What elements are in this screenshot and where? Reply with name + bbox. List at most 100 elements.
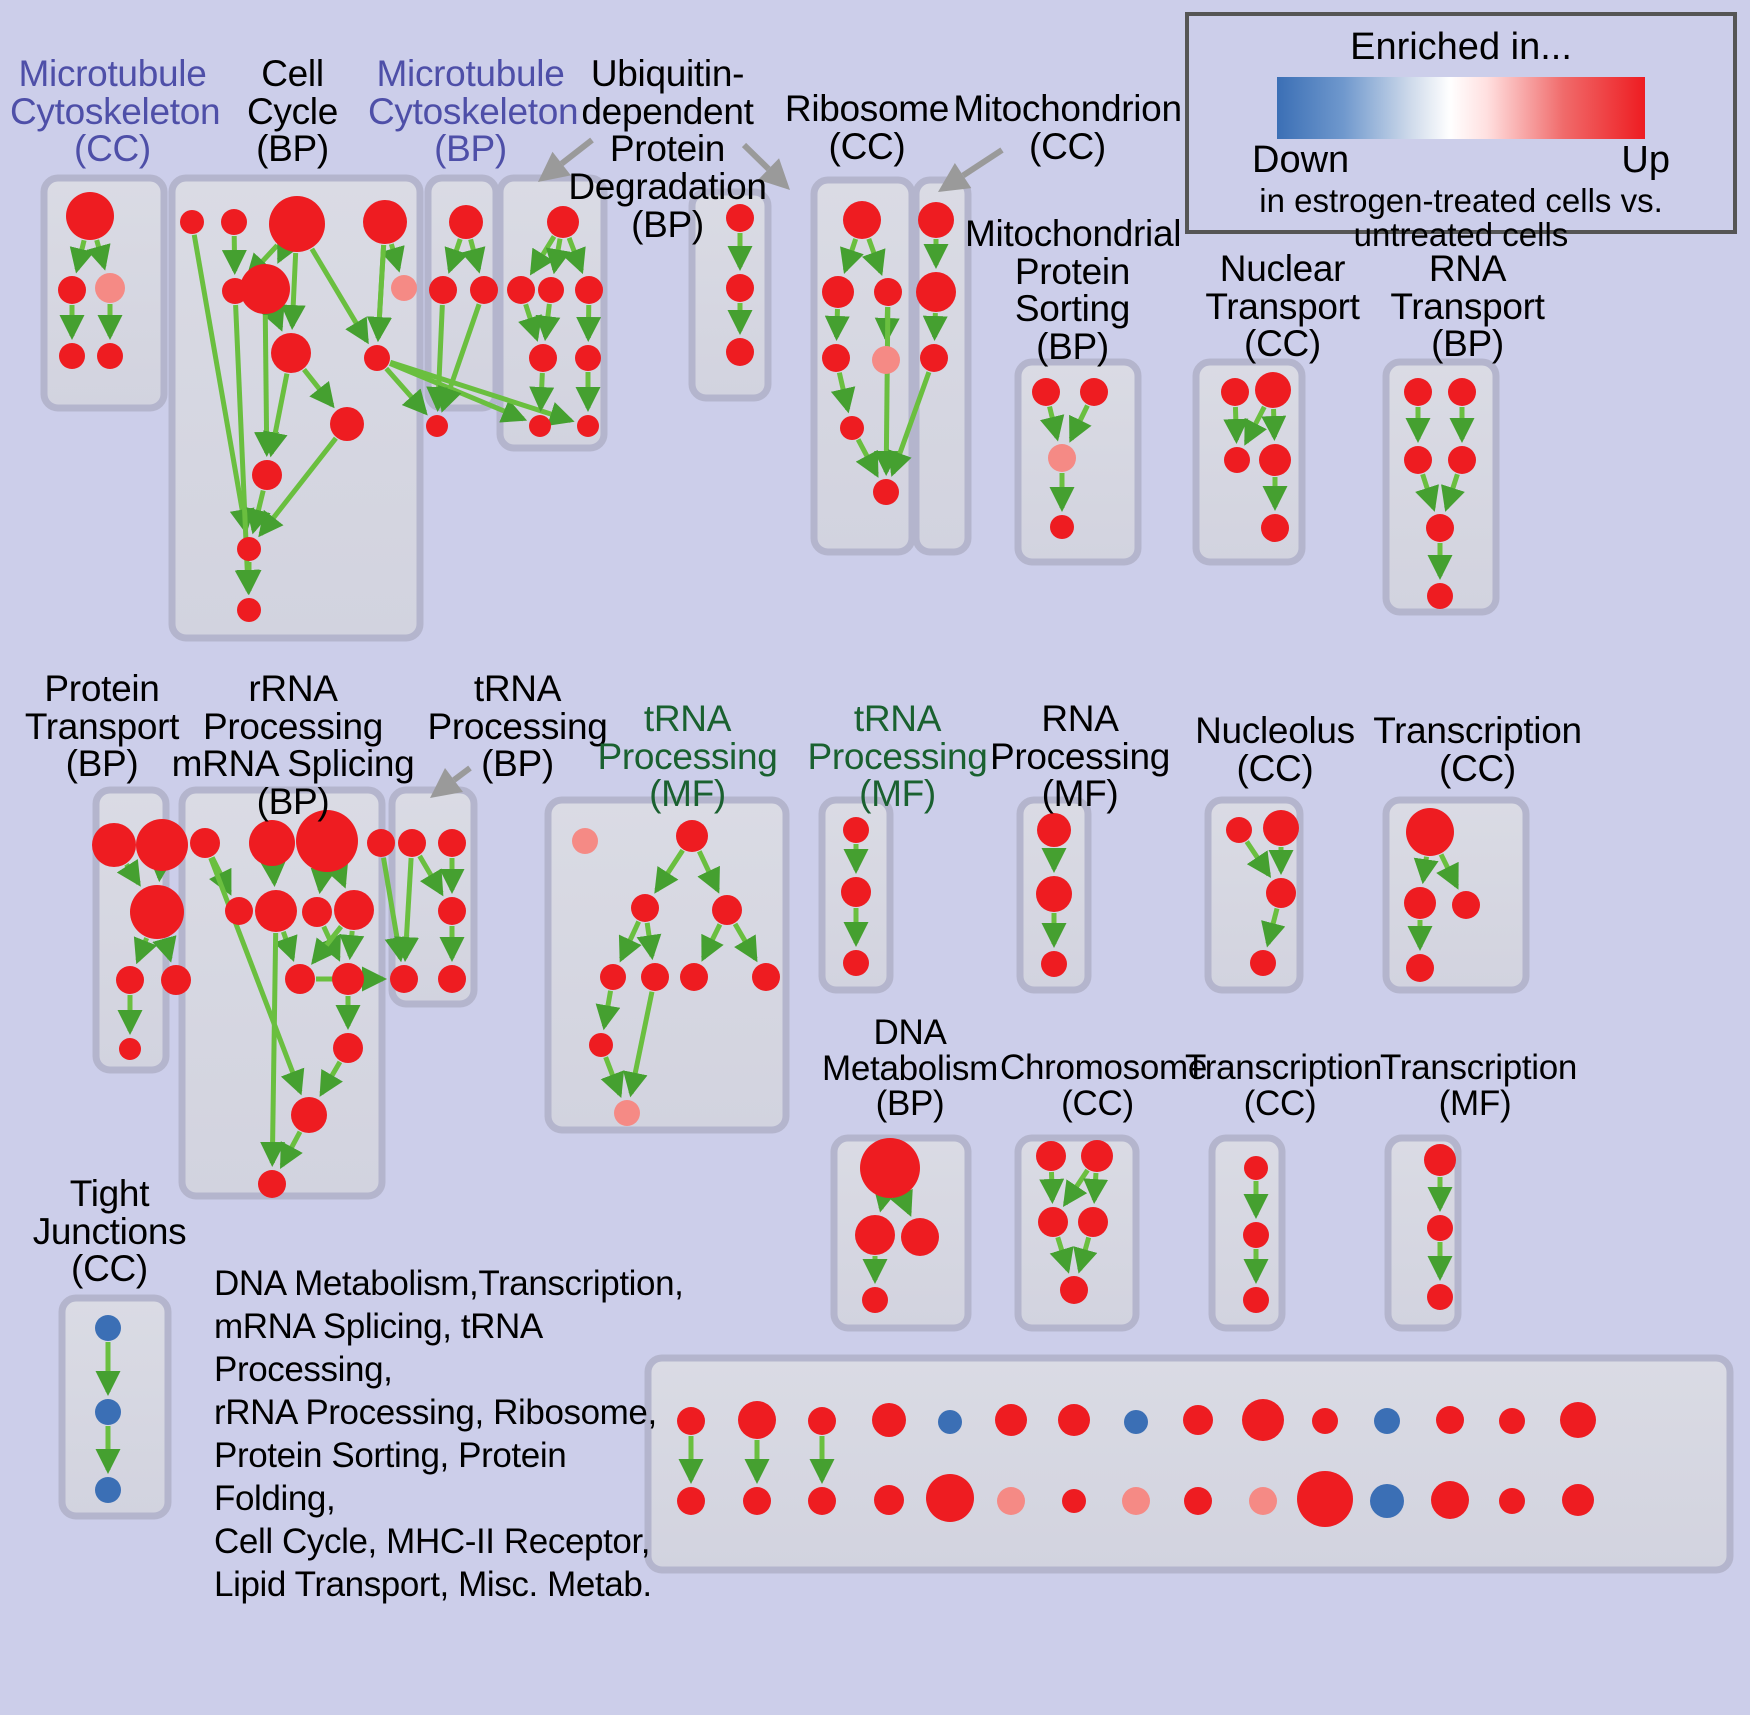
graph-node[interactable] xyxy=(391,275,417,301)
graph-node[interactable] xyxy=(364,345,390,371)
graph-node[interactable] xyxy=(575,345,601,371)
graph-node[interactable] xyxy=(367,829,395,857)
graph-node[interactable] xyxy=(712,895,742,925)
graph-node[interactable] xyxy=(1032,378,1060,406)
graph-node[interactable] xyxy=(1226,817,1252,843)
graph-node[interactable] xyxy=(269,196,325,252)
graph-node[interactable] xyxy=(66,192,114,240)
graph-node[interactable] xyxy=(600,964,626,990)
graph-node[interactable] xyxy=(95,273,125,303)
graph-node[interactable] xyxy=(1499,1408,1525,1434)
graph-node[interactable] xyxy=(390,965,418,993)
graph-node[interactable] xyxy=(1050,515,1074,539)
graph-node[interactable] xyxy=(119,1038,141,1060)
graph-node[interactable] xyxy=(1562,1484,1594,1516)
graph-node[interactable] xyxy=(1427,1215,1453,1241)
graph-node[interactable] xyxy=(918,202,954,238)
graph-node[interactable] xyxy=(843,817,869,843)
graph-node[interactable] xyxy=(1448,378,1476,406)
graph-node[interactable] xyxy=(1122,1487,1150,1515)
graph-node[interactable] xyxy=(529,415,551,437)
graph-node[interactable] xyxy=(901,1218,939,1256)
graph-node[interactable] xyxy=(363,200,407,244)
graph-node[interactable] xyxy=(1183,1405,1213,1435)
graph-node[interactable] xyxy=(1080,378,1108,406)
graph-node[interactable] xyxy=(59,343,85,369)
graph-node[interactable] xyxy=(1036,876,1072,912)
graph-node[interactable] xyxy=(677,1487,705,1515)
graph-node[interactable] xyxy=(296,810,358,872)
graph-node[interactable] xyxy=(95,1315,121,1341)
graph-node[interactable] xyxy=(872,1403,906,1437)
graph-node[interactable] xyxy=(225,897,253,925)
graph-node[interactable] xyxy=(1452,891,1480,919)
graph-node[interactable] xyxy=(302,897,332,927)
graph-node[interactable] xyxy=(1406,954,1434,982)
graph-node[interactable] xyxy=(330,407,364,441)
graph-node[interactable] xyxy=(116,966,144,994)
graph-node[interactable] xyxy=(575,276,603,304)
graph-node[interactable] xyxy=(333,1033,363,1063)
graph-node[interactable] xyxy=(1404,378,1432,406)
graph-node[interactable] xyxy=(1036,1141,1066,1171)
graph-node[interactable] xyxy=(58,276,86,304)
graph-node[interactable] xyxy=(860,1138,920,1198)
graph-node[interactable] xyxy=(1427,583,1453,609)
graph-node[interactable] xyxy=(252,460,282,490)
graph-node[interactable] xyxy=(398,829,426,857)
graph-node[interactable] xyxy=(1426,514,1454,542)
graph-node[interactable] xyxy=(1406,808,1454,856)
graph-node[interactable] xyxy=(240,264,290,314)
graph-node[interactable] xyxy=(808,1487,836,1515)
graph-node[interactable] xyxy=(1249,1487,1277,1515)
graph-node[interactable] xyxy=(1060,1276,1088,1304)
graph-node[interactable] xyxy=(822,276,854,308)
graph-node[interactable] xyxy=(808,1407,836,1435)
graph-node[interactable] xyxy=(1404,446,1432,474)
graph-node[interactable] xyxy=(249,820,295,866)
graph-node[interactable] xyxy=(1038,1207,1068,1237)
graph-node[interactable] xyxy=(1448,446,1476,474)
graph-node[interactable] xyxy=(916,272,956,312)
graph-node[interactable] xyxy=(843,950,869,976)
graph-node[interactable] xyxy=(429,276,457,304)
graph-node[interactable] xyxy=(538,277,564,303)
graph-node[interactable] xyxy=(97,343,123,369)
graph-node[interactable] xyxy=(855,1215,895,1255)
graph-node[interactable] xyxy=(95,1477,121,1503)
graph-node[interactable] xyxy=(822,344,850,372)
graph-node[interactable] xyxy=(1243,1287,1269,1313)
graph-node[interactable] xyxy=(841,877,871,907)
graph-node[interactable] xyxy=(872,346,900,374)
graph-node[interactable] xyxy=(1499,1488,1525,1514)
graph-node[interactable] xyxy=(874,1485,904,1515)
graph-node[interactable] xyxy=(1424,1144,1456,1176)
graph-node[interactable] xyxy=(676,820,708,852)
graph-node[interactable] xyxy=(589,1033,613,1057)
graph-node[interactable] xyxy=(1404,887,1436,919)
graph-node[interactable] xyxy=(1124,1410,1148,1434)
graph-node[interactable] xyxy=(529,344,557,372)
graph-node[interactable] xyxy=(1078,1207,1108,1237)
graph-node[interactable] xyxy=(873,479,899,505)
graph-node[interactable] xyxy=(237,598,261,622)
graph-node[interactable] xyxy=(997,1487,1025,1515)
graph-node[interactable] xyxy=(677,1407,705,1435)
graph-node[interactable] xyxy=(255,890,297,932)
graph-node[interactable] xyxy=(680,963,708,991)
graph-node[interactable] xyxy=(1560,1402,1596,1438)
graph-node[interactable] xyxy=(874,278,902,306)
graph-node[interactable] xyxy=(1037,813,1071,847)
graph-node[interactable] xyxy=(726,274,754,302)
graph-node[interactable] xyxy=(726,338,754,366)
graph-node[interactable] xyxy=(1374,1408,1400,1434)
graph-node[interactable] xyxy=(130,885,184,939)
graph-node[interactable] xyxy=(161,965,191,995)
graph-node[interactable] xyxy=(1261,514,1289,542)
graph-node[interactable] xyxy=(726,204,754,232)
graph-node[interactable] xyxy=(1266,878,1296,908)
graph-node[interactable] xyxy=(1259,444,1291,476)
graph-node[interactable] xyxy=(1244,1156,1268,1180)
graph-node[interactable] xyxy=(1048,444,1076,472)
graph-node[interactable] xyxy=(1370,1484,1404,1518)
